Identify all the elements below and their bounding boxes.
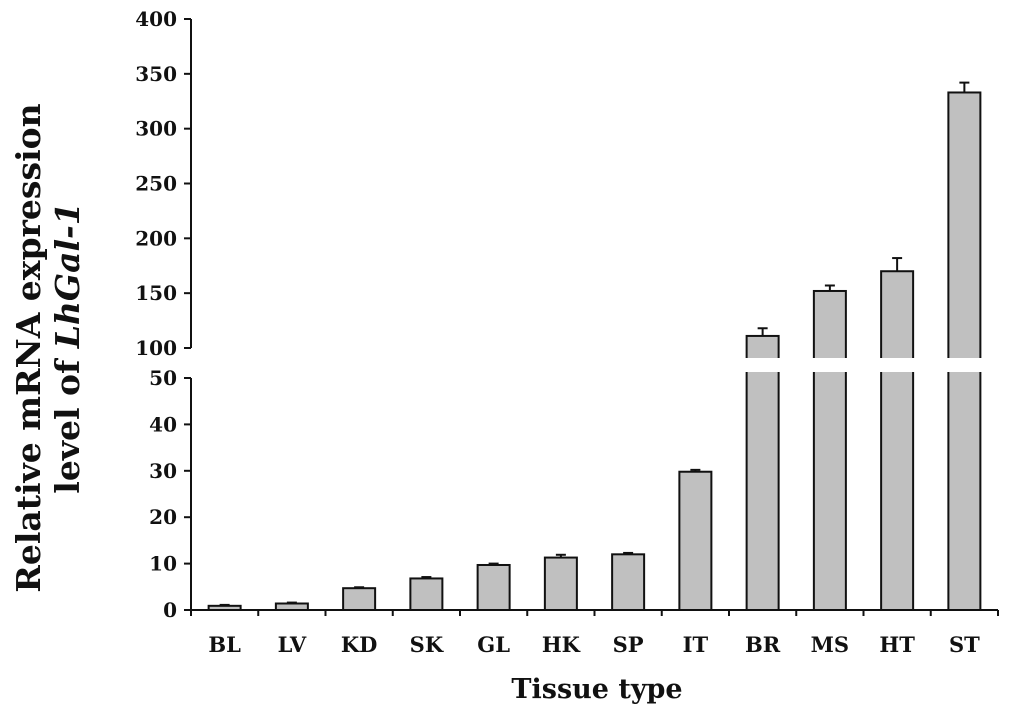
axis-break-gap bbox=[810, 358, 849, 372]
y-axis-title-gene: LhGal-1 bbox=[48, 202, 87, 349]
y-axis-title-line2: level of LhGal-1 bbox=[48, 202, 87, 493]
x-tick-label: IT bbox=[683, 632, 709, 657]
x-axis-title: Tissue type bbox=[511, 674, 682, 705]
y-tick-label: 0 bbox=[163, 598, 177, 622]
bar bbox=[476, 563, 511, 612]
x-tick-label: LV bbox=[278, 632, 307, 657]
axes-layer bbox=[184, 18, 999, 616]
bar bbox=[947, 91, 982, 611]
bar bbox=[812, 289, 847, 611]
y-tick-label: 40 bbox=[149, 412, 177, 436]
y-axis-title-line1: Relative mRNA expression bbox=[9, 103, 48, 592]
y-tick-label: 100 bbox=[135, 336, 177, 360]
y-tick-label: 250 bbox=[135, 172, 177, 196]
x-tick-label: SK bbox=[410, 632, 444, 657]
y-tick-label: 150 bbox=[135, 281, 177, 305]
bar bbox=[409, 577, 444, 611]
x-tick-label: GL bbox=[477, 632, 510, 657]
x-tick-label: ST bbox=[949, 632, 980, 657]
y-tick-label: 50 bbox=[149, 366, 177, 390]
bar bbox=[745, 334, 780, 611]
x-tick-label: SP bbox=[613, 632, 644, 657]
y-tick-label: 30 bbox=[149, 459, 177, 483]
y-axis-title: Relative mRNA expression level of LhGal-… bbox=[9, 103, 87, 592]
y-tick-label: 20 bbox=[149, 505, 177, 529]
x-tick-label: HK bbox=[542, 632, 581, 657]
y-tick-label: 350 bbox=[135, 62, 177, 86]
bar bbox=[678, 470, 713, 611]
x-tick-label: MS bbox=[811, 632, 849, 657]
y-tick-label: 400 bbox=[135, 7, 177, 31]
bar bbox=[880, 270, 915, 611]
bar bbox=[543, 556, 578, 611]
labels-layer: BL LV KD SK GL HK SP IT BR MS HT ST 0 10 20 30 40 50 100 15… bbox=[135, 7, 980, 657]
y-tick-label: 300 bbox=[135, 117, 177, 141]
axis-break-gap bbox=[878, 358, 917, 372]
y-axis-title-prefix: level of bbox=[48, 348, 87, 493]
x-tick-label: BL bbox=[208, 632, 241, 657]
x-tick-label: HT bbox=[879, 632, 915, 657]
axis-break-gap bbox=[945, 358, 984, 372]
bar bbox=[611, 553, 646, 612]
bar bbox=[342, 587, 377, 612]
x-tick-label: BR bbox=[745, 632, 781, 657]
x-tick-label: KD bbox=[341, 632, 377, 657]
bars-layer bbox=[207, 81, 984, 612]
y-tick-label: 10 bbox=[149, 552, 177, 576]
y-tick-label: 200 bbox=[135, 226, 177, 250]
axis-break-gap bbox=[743, 358, 782, 372]
